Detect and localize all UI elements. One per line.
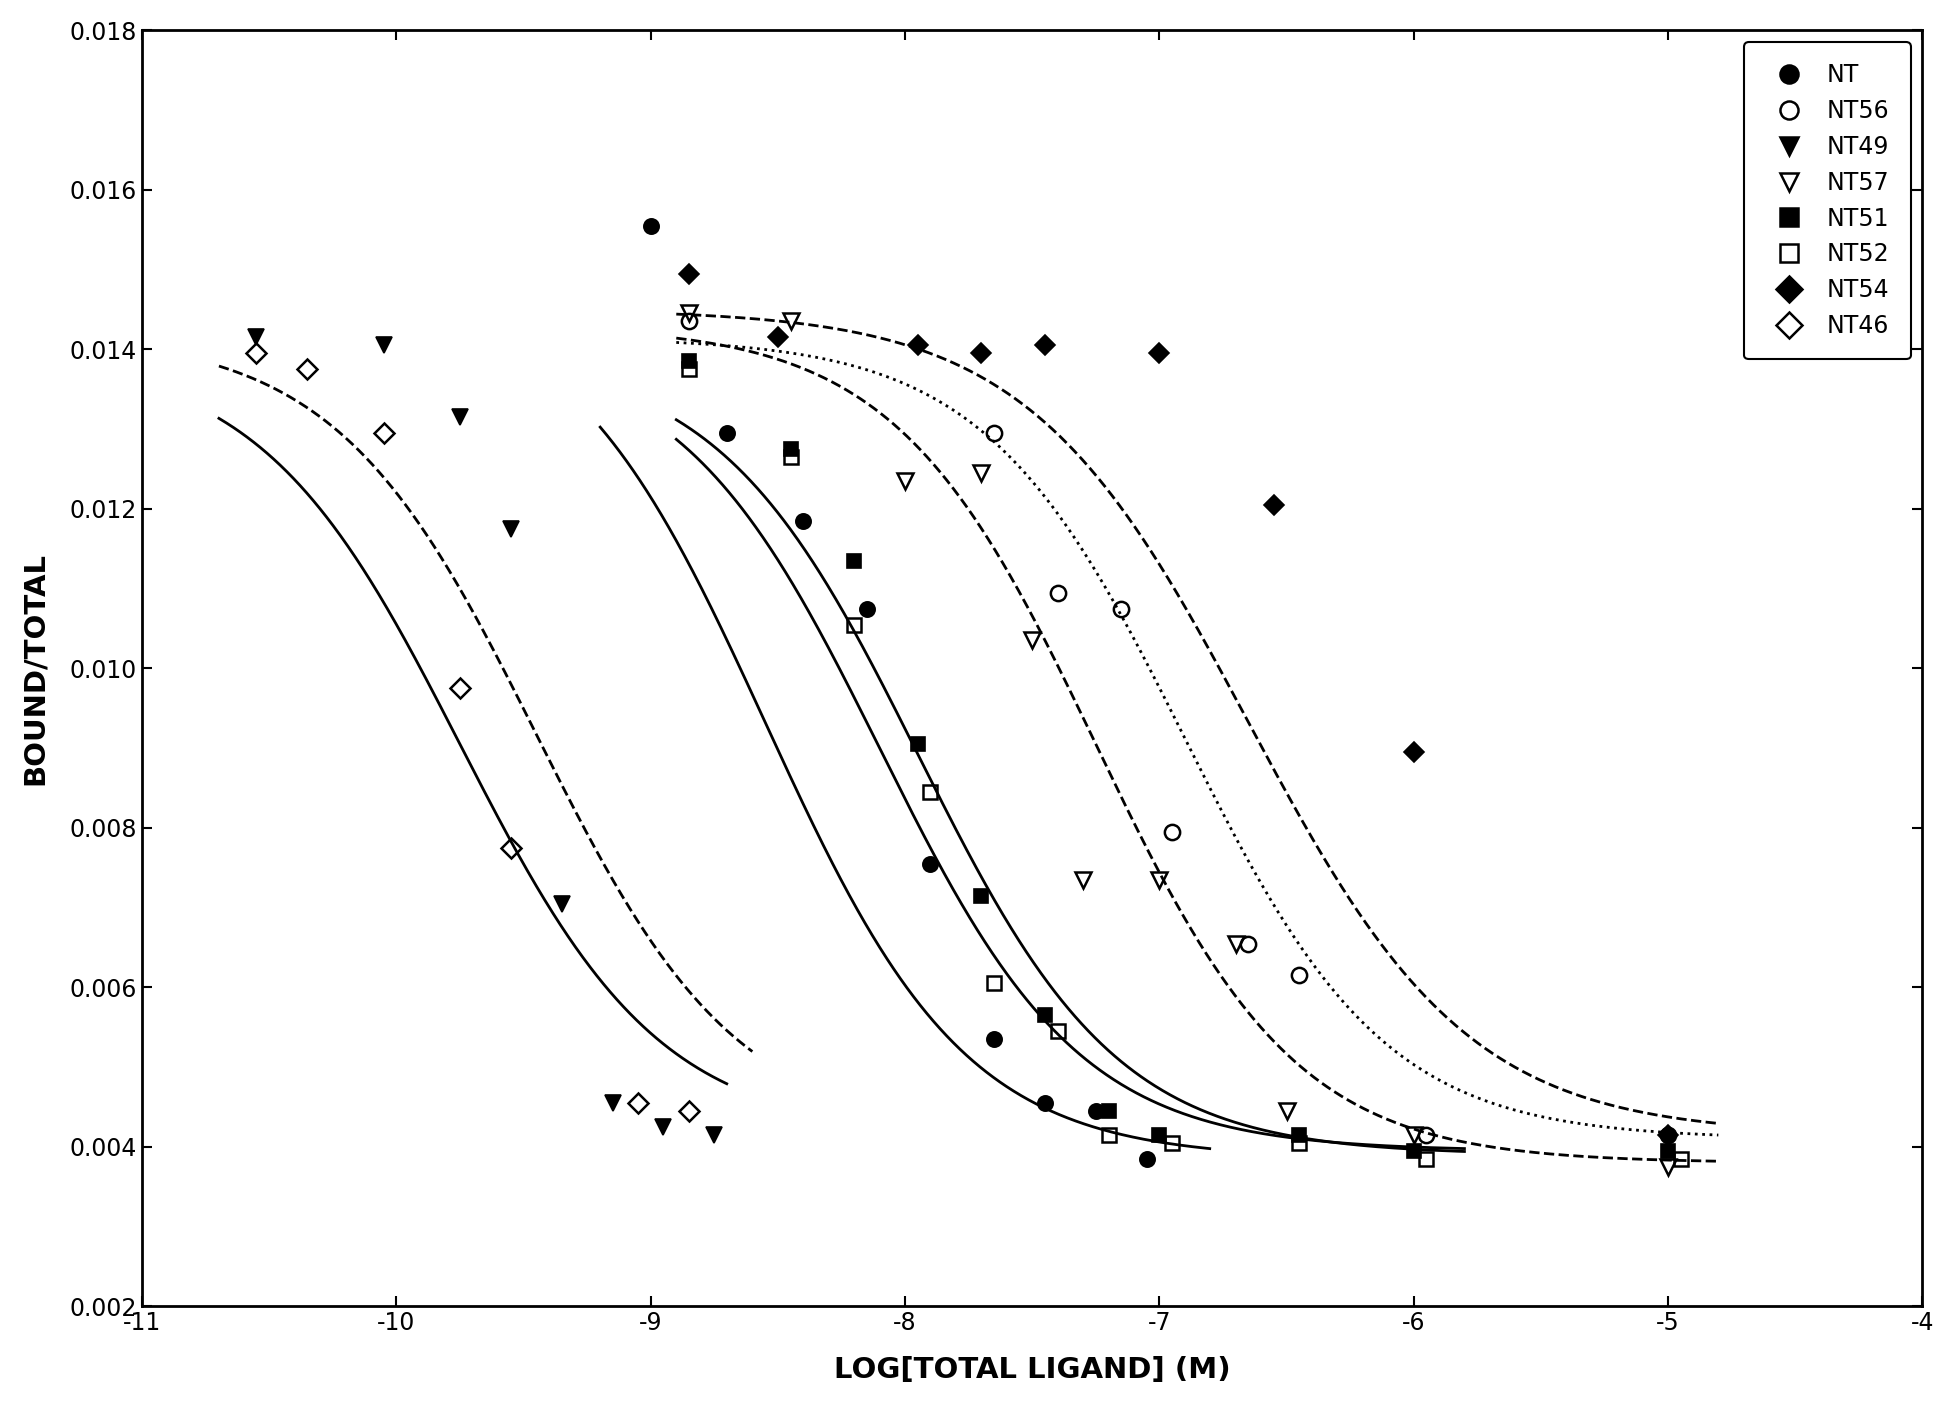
X-axis label: LOG[TOTAL LIGAND] (M): LOG[TOTAL LIGAND] (M) bbox=[835, 1356, 1230, 1384]
Legend: NT, NT56, NT49, NT57, NT51, NT52, NT54, NT46: NT, NT56, NT49, NT57, NT51, NT52, NT54, … bbox=[1744, 42, 1910, 360]
Y-axis label: BOUND/TOTAL: BOUND/TOTAL bbox=[22, 552, 49, 785]
